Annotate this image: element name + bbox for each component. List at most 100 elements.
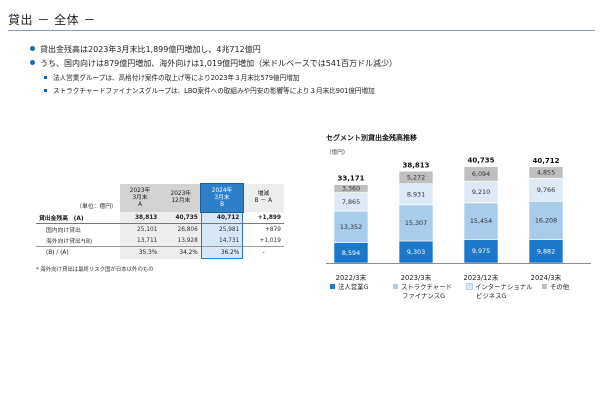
data-label: 9,303 (407, 248, 425, 256)
bullet-item: うち、国内向けは879億円増加、海外向けは1,019億円増加（米ドルベースでは5… (30, 59, 397, 69)
legend-label: その他 (550, 283, 570, 291)
row-label: 貸出金残高 (A) (36, 212, 120, 224)
segment-loan-chart: 8,594 13,352 7,865 3,360 33,171 2022/3末 9,303 1… (326, 157, 591, 282)
chart-title: セグメント別貸出金残高推移 (326, 134, 417, 142)
bullet-dot-icon (30, 46, 35, 51)
data-label: 9,882 (537, 247, 555, 255)
table-row: 貸出金残高 (A) 38,813 40,735 40,712 +1,899 (36, 212, 284, 224)
table-row: (B) / (A) 35.3% 34.2% 36.2% - (36, 246, 284, 259)
data-label: 3,360 (342, 185, 360, 193)
row-label: 海外向け貸出*(B) (46, 239, 93, 245)
x-tick-label: 2022/3末 (336, 273, 367, 282)
bullet-square-icon (44, 89, 47, 92)
bar-segment-other (528, 166, 564, 179)
data-label: 8,931 (407, 190, 425, 198)
data-label: 9,975 (472, 247, 490, 255)
data-label: 15,454 (470, 217, 492, 225)
total-label: 38,813 (402, 161, 429, 169)
table-row: 海外向け貸出*(B) 13,711 13,928 14,731 +1,019 (36, 235, 284, 247)
sub-bullet-item: 法人営業グループは、高格付け案件の取上げ等により2023年３月末比579億円増加 (44, 73, 299, 83)
table-row: 国内向け貸出 25,101 26,806 25,981 +879 (36, 223, 284, 235)
table-cell: 25,981 (200, 223, 244, 235)
table-cell: 40,712 (200, 212, 244, 224)
legend-label: 法人営業G (338, 283, 369, 291)
legend-item-corporate: 法人営業G (330, 283, 369, 292)
table-cell: +1,019 (259, 237, 281, 244)
bullet-item: 貸出金残高は2023年3月末比1,899億円増加し、4兆712億円 (30, 45, 261, 55)
table-cell: - (242, 246, 284, 259)
row-label: 国内向け貸出 (46, 228, 81, 234)
legend-item-structured: ストラクチャード ファイナンスG (393, 283, 452, 301)
header-line: 2023年 (129, 187, 151, 194)
legend-swatch (330, 284, 335, 289)
bar-segment-structured (463, 202, 499, 240)
table-cell: +879 (265, 226, 281, 233)
col-header-2023-mar: 2023年 3月末 A (119, 184, 161, 212)
legend-item-other: その他 (542, 283, 569, 292)
header-line: 増減 (257, 191, 270, 197)
bar-segment-other (398, 170, 434, 185)
table-cell: +1,899 (242, 212, 284, 224)
header-line: A (138, 201, 143, 208)
header-line: 2023年 (170, 191, 192, 197)
legend-label-line2: ファイナンスG (402, 292, 446, 300)
data-label: 8,594 (342, 249, 360, 257)
total-label: 40,712 (532, 157, 559, 165)
data-label: 9,766 (537, 186, 555, 194)
loan-balance-table: （単位：億円） 2023年 3月末 A 2023年 12月末 2024年 3月末… (36, 183, 284, 259)
title-divider (8, 30, 595, 31)
table-cell: 13,928 (160, 235, 202, 247)
legend-label-line2: ビジネスG (476, 292, 507, 300)
bullet-text: 法人営業グループは、高格付け案件の取上げ等により2023年３月末比579億円増加 (53, 74, 300, 82)
table-footnote: * 海外向け貸出は最終リスク国が日本以外のもの (36, 267, 154, 273)
header-line: B － A (254, 198, 273, 204)
col-header-2023-dec: 2023年 12月末 (160, 184, 202, 212)
legend-swatch (466, 283, 473, 290)
bullet-text: ストラクチャードファイナンスグループは、LBO案件への取組みや円安の影響等により… (53, 87, 375, 95)
bar-segment-structured (333, 210, 369, 243)
table-cell: 26,806 (160, 223, 202, 235)
chart-unit-label: （億円） (326, 150, 349, 156)
legend-swatch (542, 284, 547, 289)
header-line: 3月末 (214, 194, 230, 201)
table-cell: 14,731 (200, 235, 244, 247)
total-label: 40,735 (467, 157, 494, 165)
x-tick-label: 2024/3末 (531, 273, 562, 282)
table-header-row: （単位：億円） 2023年 3月末 A 2023年 12月末 2024年 3月末… (36, 183, 284, 213)
bullet-text: うち、国内向けは879億円増加、海外向けは1,019億円増加（米ドルベースでは5… (40, 59, 398, 68)
table-cell: 40,735 (160, 212, 202, 224)
col-header-2024-mar: 2024年 3月末 B (200, 183, 244, 213)
sub-bullet-item: ストラクチャードファイナンスグループは、LBO案件への取組みや円安の影響等により… (44, 86, 375, 96)
x-tick-label: 2023/12末 (463, 273, 498, 282)
legend-label: インターナショナル (475, 283, 533, 291)
table-cell: 35.3% (119, 246, 161, 259)
data-label: 9,210 (472, 188, 490, 196)
bullet-text: 貸出金残高は2023年3月末比1,899億円増加し、4兆712億円 (40, 45, 261, 54)
header-line: 3月末 (132, 194, 148, 201)
table-unit-label: （単位：億円） (76, 204, 117, 210)
data-label: 13,352 (340, 223, 362, 231)
header-line: 12月末 (171, 198, 191, 204)
bar-segment-other (463, 166, 499, 182)
table-cell: 36.2% (200, 246, 244, 259)
total-label: 33,171 (337, 175, 364, 183)
bar-segment-structured (398, 204, 434, 242)
row-label: (B) / (A) (36, 246, 120, 259)
table-cell: 13,711 (119, 235, 161, 247)
table-cell: 25,101 (119, 223, 161, 235)
data-label: 16,208 (535, 216, 557, 224)
table-cell: 34.2% (160, 246, 202, 259)
legend-swatch (393, 284, 398, 289)
data-label: 5,272 (407, 173, 425, 181)
bullet-dot-icon (30, 60, 35, 65)
legend-item-international: インターナショナル ビジネスG (466, 283, 533, 301)
table-cell: 38,813 (119, 212, 161, 224)
page-title: 貸出 － 全体 － (8, 13, 96, 27)
data-label: 15,307 (405, 219, 427, 227)
data-label: 6,094 (472, 170, 490, 178)
header-line: B (220, 201, 225, 208)
col-header-diff: 増減 B － A (242, 184, 284, 212)
data-label: 7,865 (342, 198, 360, 206)
bullet-square-icon (44, 76, 47, 79)
data-label: 4,855 (537, 169, 555, 177)
